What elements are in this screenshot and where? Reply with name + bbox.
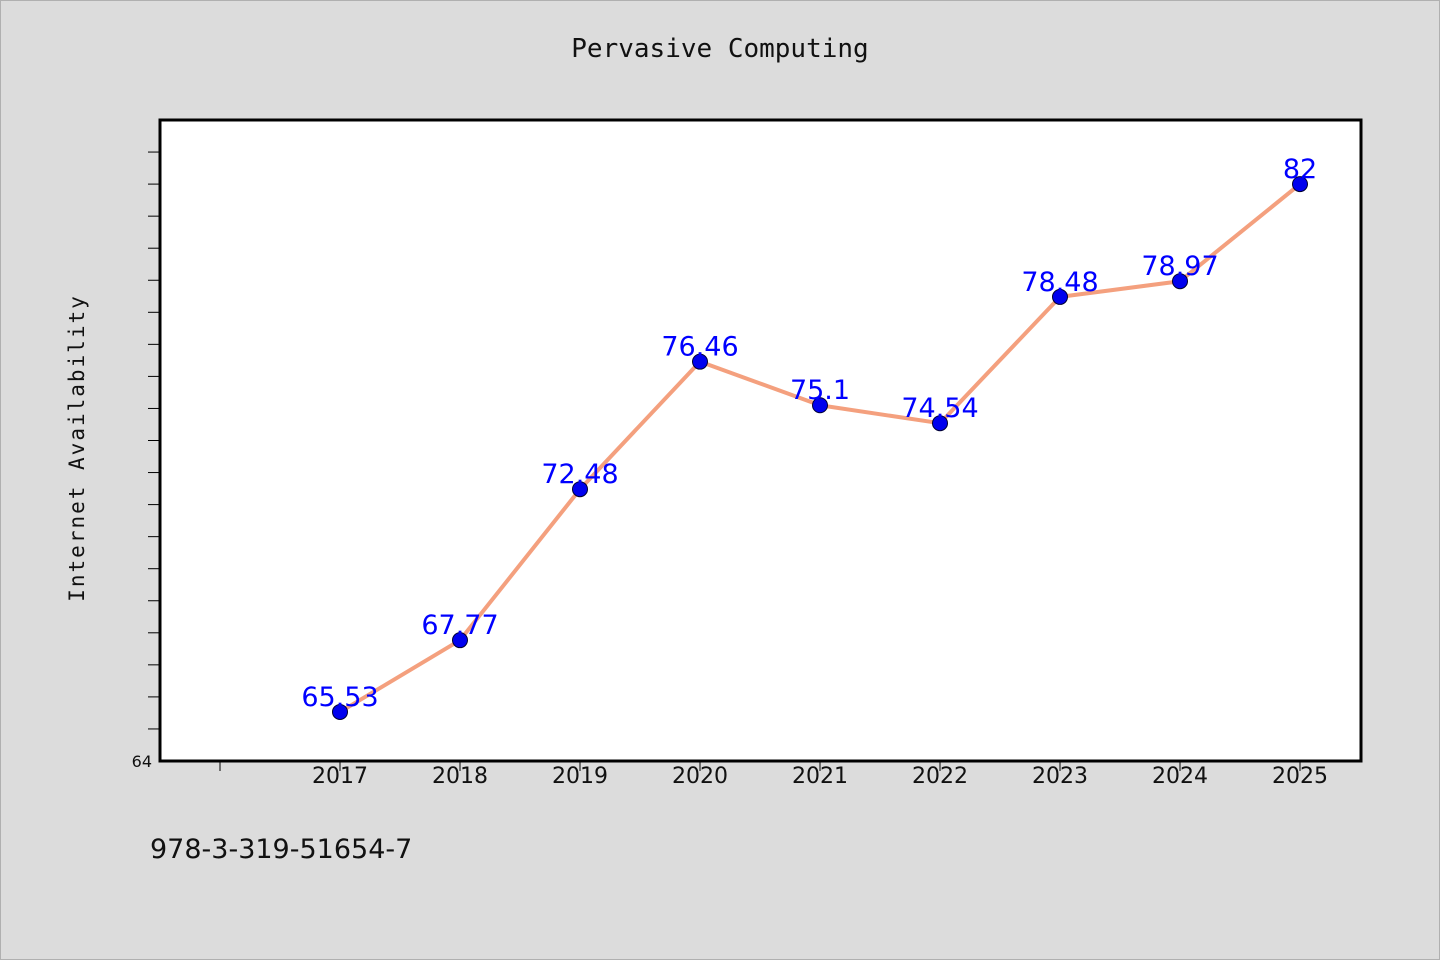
- x-tick-label: 2025: [1272, 764, 1328, 789]
- plot-border: [158, 118, 1363, 763]
- x-tick-label: 2024: [1152, 764, 1208, 789]
- x-tick-label: 2017: [312, 764, 368, 789]
- data-label: 78.97: [1141, 251, 1218, 282]
- data-label: 74.54: [901, 393, 978, 424]
- data-point: [932, 415, 948, 432]
- chart-title: Pervasive Computing: [571, 34, 869, 64]
- data-label: 72.48: [541, 459, 618, 490]
- data-label: 75.1: [790, 375, 850, 406]
- x-tick-label: 2018: [432, 764, 488, 789]
- data-point: [1292, 176, 1308, 193]
- x-tick-label: 2021: [792, 764, 848, 789]
- footer-code: 978-3-319-51654-7: [150, 834, 413, 865]
- data-point: [452, 632, 468, 649]
- x-tick-label: 2023: [1032, 764, 1088, 789]
- y-tick-label: 64: [132, 752, 152, 771]
- data-point: [812, 397, 828, 414]
- data-label: 76.46: [661, 332, 738, 363]
- data-point: [332, 703, 348, 720]
- x-tick-label: 2019: [552, 764, 608, 789]
- data-point: [1172, 273, 1188, 290]
- data-point: [692, 353, 708, 370]
- data-label: 65.53: [301, 682, 378, 713]
- data-label: 78.48: [1021, 267, 1098, 298]
- x-tick-label: 2022: [912, 764, 968, 789]
- data-label: 82: [1283, 154, 1317, 185]
- data-label: 67.77: [421, 610, 498, 641]
- plot-area: [160, 120, 1361, 761]
- x-tick-label: 2020: [672, 764, 728, 789]
- data-point: [572, 481, 588, 498]
- data-point: [1052, 288, 1068, 305]
